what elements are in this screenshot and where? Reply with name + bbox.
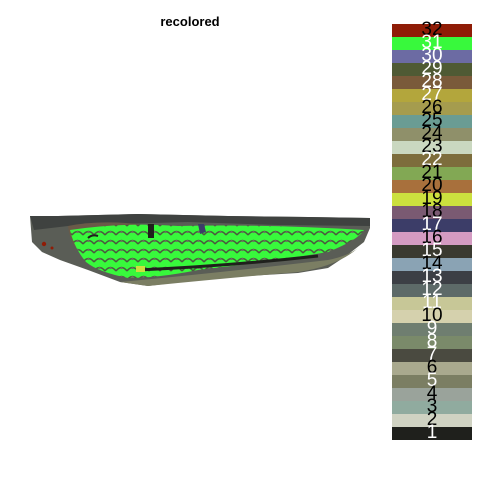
legend-label-2: 2 — [426, 409, 438, 430]
legend-label-22: 22 — [421, 149, 443, 170]
legend-label-27: 27 — [421, 84, 443, 105]
legend-label-32: 32 — [421, 19, 443, 40]
legend-label-8: 8 — [426, 331, 438, 352]
legend-label-10: 10 — [421, 305, 443, 326]
legend-swatch-30 — [392, 50, 472, 63]
legend-label-19: 19 — [421, 188, 443, 209]
legend-swatch-13 — [392, 271, 472, 284]
legend-label-7: 7 — [426, 344, 438, 365]
legend-label-18: 18 — [421, 201, 443, 222]
legend-label-21: 21 — [421, 162, 443, 183]
legend-label-20: 20 — [421, 175, 443, 196]
legend-swatch-29 — [392, 63, 472, 76]
legend-label-16: 16 — [421, 227, 443, 248]
legend-swatch-18 — [392, 206, 472, 219]
legend-swatch-16 — [392, 232, 472, 245]
legend-label-17: 17 — [421, 214, 443, 235]
legend-label-29: 29 — [421, 58, 443, 79]
legend-label-6: 6 — [426, 357, 438, 378]
legend-swatch-2 — [392, 414, 472, 427]
legend-swatch-5 — [392, 375, 472, 388]
legend-swatch-23 — [392, 141, 472, 154]
legend-swatch-1 — [392, 427, 472, 440]
legend-label-3: 3 — [426, 396, 438, 417]
legend-swatch-11 — [392, 297, 472, 310]
legend-swatch-15 — [392, 245, 472, 258]
legend-label-23: 23 — [421, 136, 443, 157]
legend-swatch-17 — [392, 219, 472, 232]
legend-label-28: 28 — [421, 71, 443, 92]
legend-swatch-3 — [392, 401, 472, 414]
legend-label-9: 9 — [426, 318, 438, 339]
legend-label-24: 24 — [421, 123, 443, 144]
legend-swatch-31 — [392, 37, 472, 50]
legend-swatch-9 — [392, 323, 472, 336]
legend-swatch-26 — [392, 102, 472, 115]
legend-swatch-20 — [392, 180, 472, 193]
legend-swatch-14 — [392, 258, 472, 271]
legend-swatch-22 — [392, 154, 472, 167]
legend-label-30: 30 — [421, 45, 443, 66]
legend-swatch-32 — [392, 24, 472, 37]
legend-swatch-19 — [392, 193, 472, 206]
legend-label-26: 26 — [421, 97, 443, 118]
legend-label-11: 11 — [422, 292, 442, 313]
legend-swatch-24 — [392, 128, 472, 141]
figure-title: recolored — [160, 14, 220, 29]
legend-label-14: 14 — [421, 253, 443, 274]
recolored-image — [28, 200, 373, 295]
legend-swatch-21 — [392, 167, 472, 180]
legend-label-1: 1 — [426, 422, 438, 443]
legend-label-4: 4 — [426, 383, 438, 404]
legend-swatch-8 — [392, 336, 472, 349]
legend-label-12: 12 — [421, 279, 443, 300]
legend-swatch-6 — [392, 362, 472, 375]
legend-label-15: 15 — [421, 240, 443, 261]
legend-swatch-12 — [392, 284, 472, 297]
legend-swatch-28 — [392, 76, 472, 89]
legend-swatch-27 — [392, 89, 472, 102]
legend-label-31: 31 — [421, 32, 443, 53]
legend-swatch-25 — [392, 115, 472, 128]
legend-swatch-10 — [392, 310, 472, 323]
legend-label-13: 13 — [421, 266, 443, 287]
legend-label-5: 5 — [426, 370, 438, 391]
legend-swatch-4 — [392, 388, 472, 401]
legend-label-25: 25 — [421, 110, 443, 131]
legend-swatch-7 — [392, 349, 472, 362]
